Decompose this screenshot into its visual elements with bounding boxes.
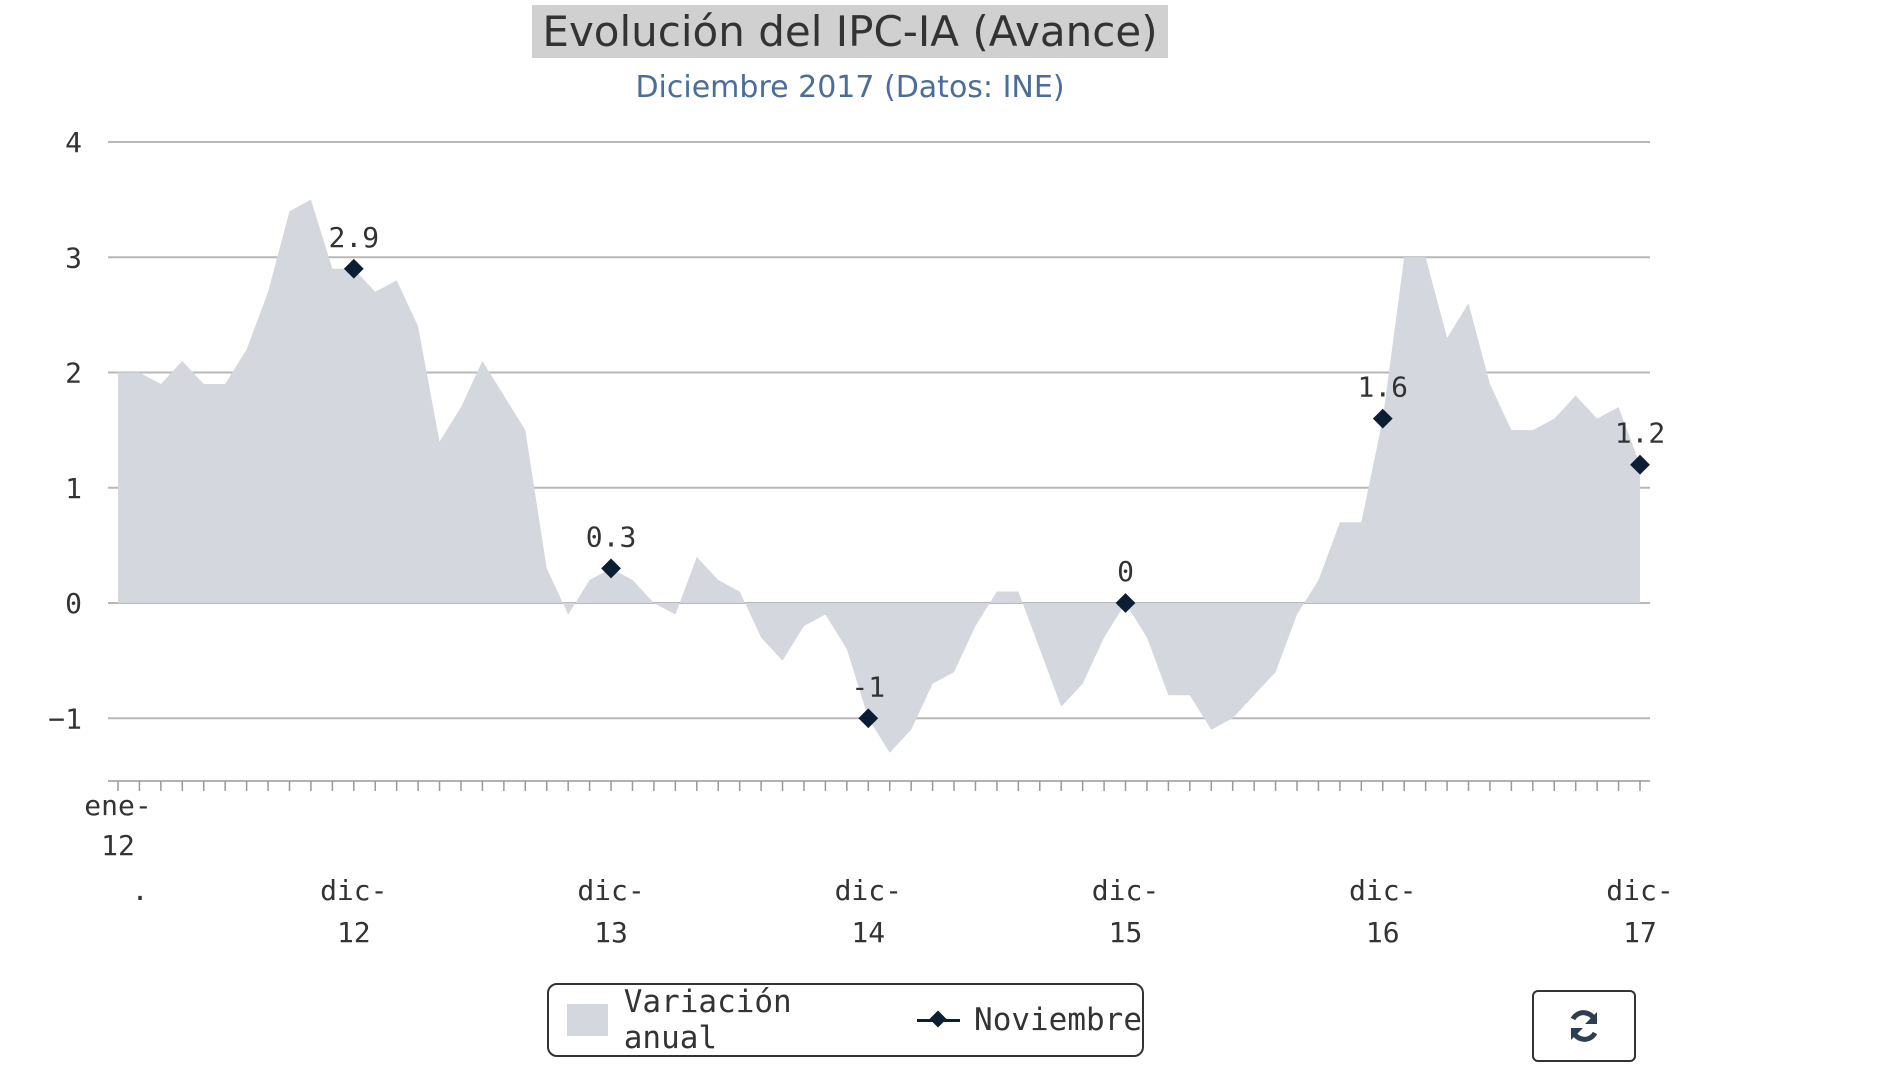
noviembre-marker[interactable] [1630,454,1650,475]
noviembre-marker[interactable] [858,708,879,729]
data-label: 1.2 [1615,417,1666,450]
x-tick-label: 12 [101,829,135,862]
data-label: 1.6 [1357,371,1408,404]
y-tick-label: 1 [65,472,82,505]
noviembre-marker[interactable] [1372,408,1393,429]
noviembre-marker[interactable] [1115,593,1136,613]
chart-legend: Variación anual Noviembre [547,983,1144,1057]
y-tick-label: 4 [65,126,82,159]
x-tick-label: . [132,874,149,907]
legend-label-noviembre[interactable]: Noviembre [974,1002,1143,1038]
x-tick-label: 13 [594,916,628,949]
x-tick-label: dic- [320,874,387,907]
y-tick-label: 3 [65,241,82,274]
x-tick-label: dic- [577,874,644,907]
data-label: 0 [1117,555,1134,588]
data-label: 0.3 [586,520,637,553]
y-tick-label: 0 [65,587,82,620]
data-label: -1 [851,670,885,703]
area-variacion-anual [118,199,1640,753]
x-tick-label: ene- [84,789,151,822]
x-tick-label: dic- [835,874,902,907]
noviembre-marker[interactable] [343,258,364,279]
legend-label-variacion[interactable]: Variación anual [623,984,792,1056]
x-axis: ene- 12. dic- 12 dic- 13 dic- 14 dic- 15 dic- 16 dic… [84,780,1674,949]
area-series [118,199,1640,753]
x-tick-label: 17 [1623,916,1657,949]
x-tick-label: 16 [1366,916,1400,949]
y-tick-label: −1 [48,702,82,735]
ipc-area-chart: 4 3 2 1 0 −1 ene- 12. dic- 12 dic- 13 dic- 14 dic- 15 d… [48,126,1674,949]
refresh-icon [1570,1010,1598,1042]
chart-title: Evolución del IPC-IA (Avance) [532,5,1168,58]
x-tick-label: dic- [1606,874,1673,907]
legend-swatch-line [917,1010,960,1030]
chart-subtitle: Diciembre 2017 (Datos: INE) [635,70,1065,105]
x-tick-label: 12 [337,916,371,949]
x-tick-label: 15 [1109,916,1143,949]
chart-title-wrap: Evolución del IPC-IA (Avance) [0,0,1700,58]
y-tick-label: 2 [65,357,82,390]
x-tick-label: dic- [1092,874,1159,907]
noviembre-marker[interactable] [601,558,621,579]
refresh-button[interactable] [1532,990,1636,1062]
line-series-markers [343,258,1650,729]
legend-swatch-area [567,1004,608,1036]
data-labels: 2.9 0.3 -1 0 1.6 1.2 [329,221,1666,703]
x-tick-label: 14 [851,916,885,949]
x-tick-label: dic- [1349,874,1416,907]
data-label: 2.9 [329,221,380,254]
